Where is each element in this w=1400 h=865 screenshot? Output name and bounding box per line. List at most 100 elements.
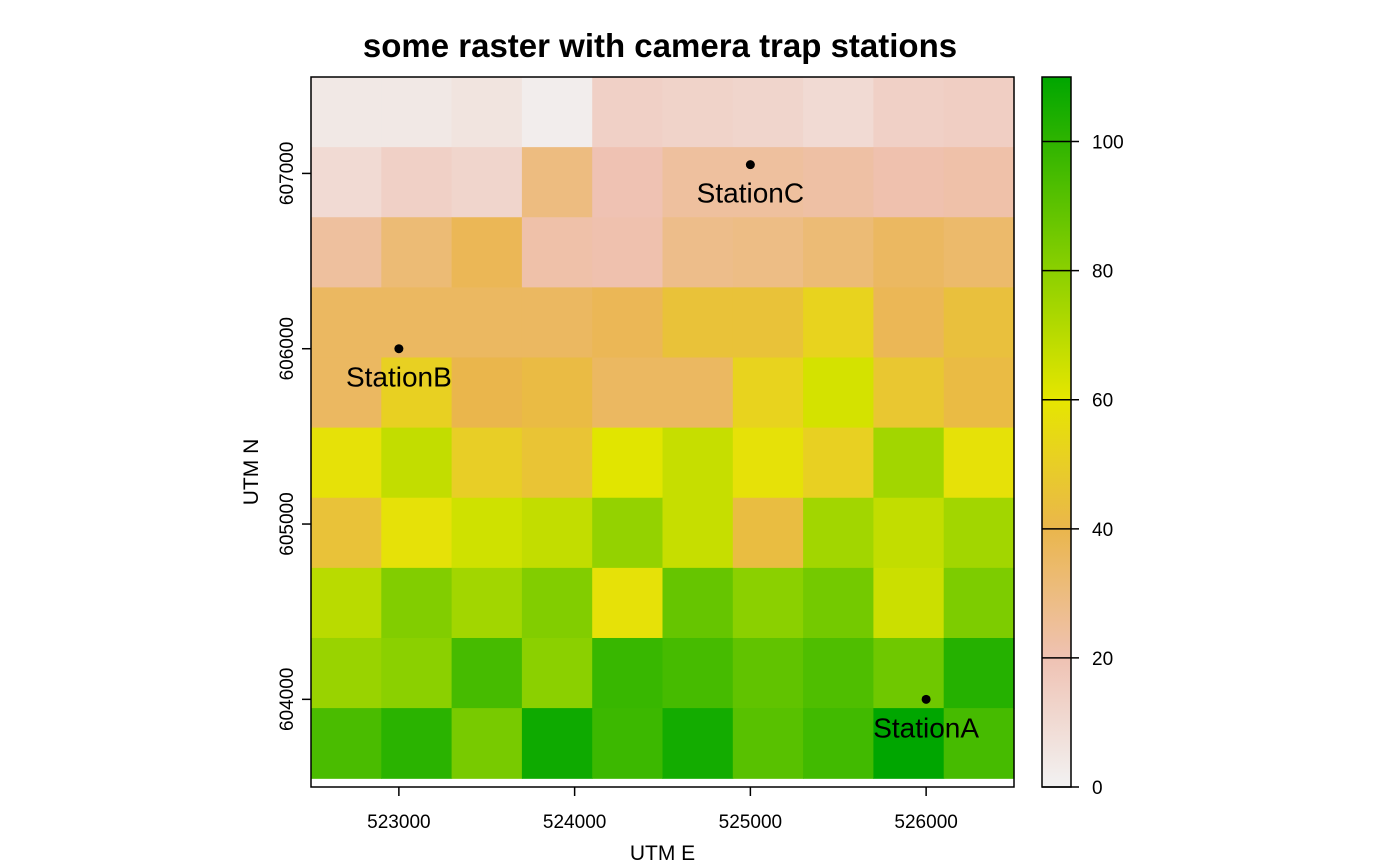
raster-cell — [873, 567, 945, 639]
y-tick-label: 605000 — [277, 492, 298, 555]
raster-cell — [592, 708, 664, 779]
raster-cell — [451, 287, 523, 359]
raster-cells — [311, 77, 1015, 779]
raster-cell — [381, 287, 453, 359]
station-label: StationA — [873, 712, 979, 743]
raster-cell — [451, 637, 523, 709]
raster-cell — [521, 708, 593, 779]
raster-cell — [803, 147, 874, 218]
legend-tick-label: 40 — [1092, 520, 1113, 541]
raster-cell — [873, 708, 945, 779]
raster-cell — [943, 217, 1015, 288]
raster-cell — [943, 357, 1015, 429]
raster-cell — [381, 77, 453, 148]
y-tick-label: 607000 — [277, 142, 298, 205]
raster-cell — [592, 497, 664, 569]
raster-cell — [732, 147, 804, 218]
raster-cell — [592, 287, 664, 359]
chart-title: some raster with camera trap stations — [363, 27, 957, 64]
raster-cell — [592, 77, 664, 148]
station-point — [394, 344, 404, 354]
raster-cell — [311, 567, 382, 639]
raster-cell — [521, 427, 593, 499]
legend-tick-label: 80 — [1092, 262, 1113, 283]
legend-ticks: 0 20 40 60 80 100 — [1042, 133, 1124, 799]
raster-cell — [451, 147, 523, 218]
raster-cell — [662, 77, 734, 148]
raster-cell — [662, 497, 734, 569]
raster-cell — [521, 567, 593, 639]
raster-cell — [732, 427, 804, 499]
y-axis-label: UTM N — [240, 439, 263, 506]
raster-cell — [732, 357, 804, 429]
raster-cell — [732, 217, 804, 288]
raster-cell — [451, 357, 523, 429]
raster-cell — [662, 427, 734, 499]
station-point — [921, 694, 931, 704]
raster-cell — [873, 217, 945, 288]
raster-cell — [732, 708, 804, 779]
raster-cell — [803, 427, 874, 499]
raster-cell — [311, 287, 382, 359]
raster-cell — [732, 77, 804, 148]
legend-tick-label: 20 — [1092, 649, 1113, 670]
raster-cell — [873, 637, 945, 709]
raster-cell — [381, 357, 453, 429]
raster-cell — [943, 637, 1015, 709]
x-axis-label: UTM E — [630, 842, 695, 865]
raster-cell — [873, 287, 945, 359]
raster-cell — [943, 708, 1015, 779]
raster-cell — [803, 708, 874, 779]
raster-cell — [311, 637, 382, 709]
raster-cell — [732, 637, 804, 709]
raster-cell — [803, 357, 874, 429]
raster-cell — [873, 147, 945, 218]
x-axis-ticks: 523000 524000 525000 526000 — [367, 787, 958, 833]
raster-cell — [311, 357, 382, 429]
raster-cell — [451, 497, 523, 569]
raster-cell — [592, 147, 664, 218]
raster-cell — [451, 77, 523, 148]
raster-cell — [521, 217, 593, 288]
raster-cell — [521, 77, 593, 148]
raster-cell — [381, 637, 453, 709]
raster-cell — [662, 217, 734, 288]
raster-cell — [873, 497, 945, 569]
station-label: StationB — [346, 362, 452, 393]
raster-cell — [662, 567, 734, 639]
raster-cell — [592, 427, 664, 499]
raster-cell — [521, 287, 593, 359]
raster-cell — [803, 567, 874, 639]
raster-cell — [943, 287, 1015, 359]
raster-cell — [662, 357, 734, 429]
raster-cell — [873, 77, 945, 148]
raster-cell — [521, 497, 593, 569]
raster-cell — [521, 637, 593, 709]
raster-cell — [381, 708, 453, 779]
station-point — [745, 160, 755, 170]
y-tick-label: 606000 — [277, 317, 298, 380]
raster-cell — [662, 147, 734, 218]
y-axis-ticks: 604000 605000 606000 607000 — [277, 142, 311, 731]
raster-cell — [451, 567, 523, 639]
raster-cell — [662, 287, 734, 359]
raster-cell — [311, 217, 382, 288]
raster-cell — [451, 217, 523, 288]
raster-cell — [521, 147, 593, 218]
x-tick-label: 526000 — [894, 812, 957, 833]
raster-cell — [803, 497, 874, 569]
color-legend: 0 20 40 60 80 100 — [1041, 76, 1124, 799]
raster-cell — [803, 217, 874, 288]
raster-cell — [873, 427, 945, 499]
raster-cell — [662, 708, 734, 779]
raster-cell — [381, 567, 453, 639]
raster-cell — [662, 637, 734, 709]
raster-cell — [943, 427, 1015, 499]
legend-tick-label: 60 — [1092, 391, 1113, 412]
station-label: StationC — [697, 178, 804, 209]
raster-cell — [311, 708, 382, 779]
raster-cell — [732, 567, 804, 639]
raster-cell — [943, 77, 1015, 148]
legend-tick-label: 100 — [1092, 133, 1124, 154]
